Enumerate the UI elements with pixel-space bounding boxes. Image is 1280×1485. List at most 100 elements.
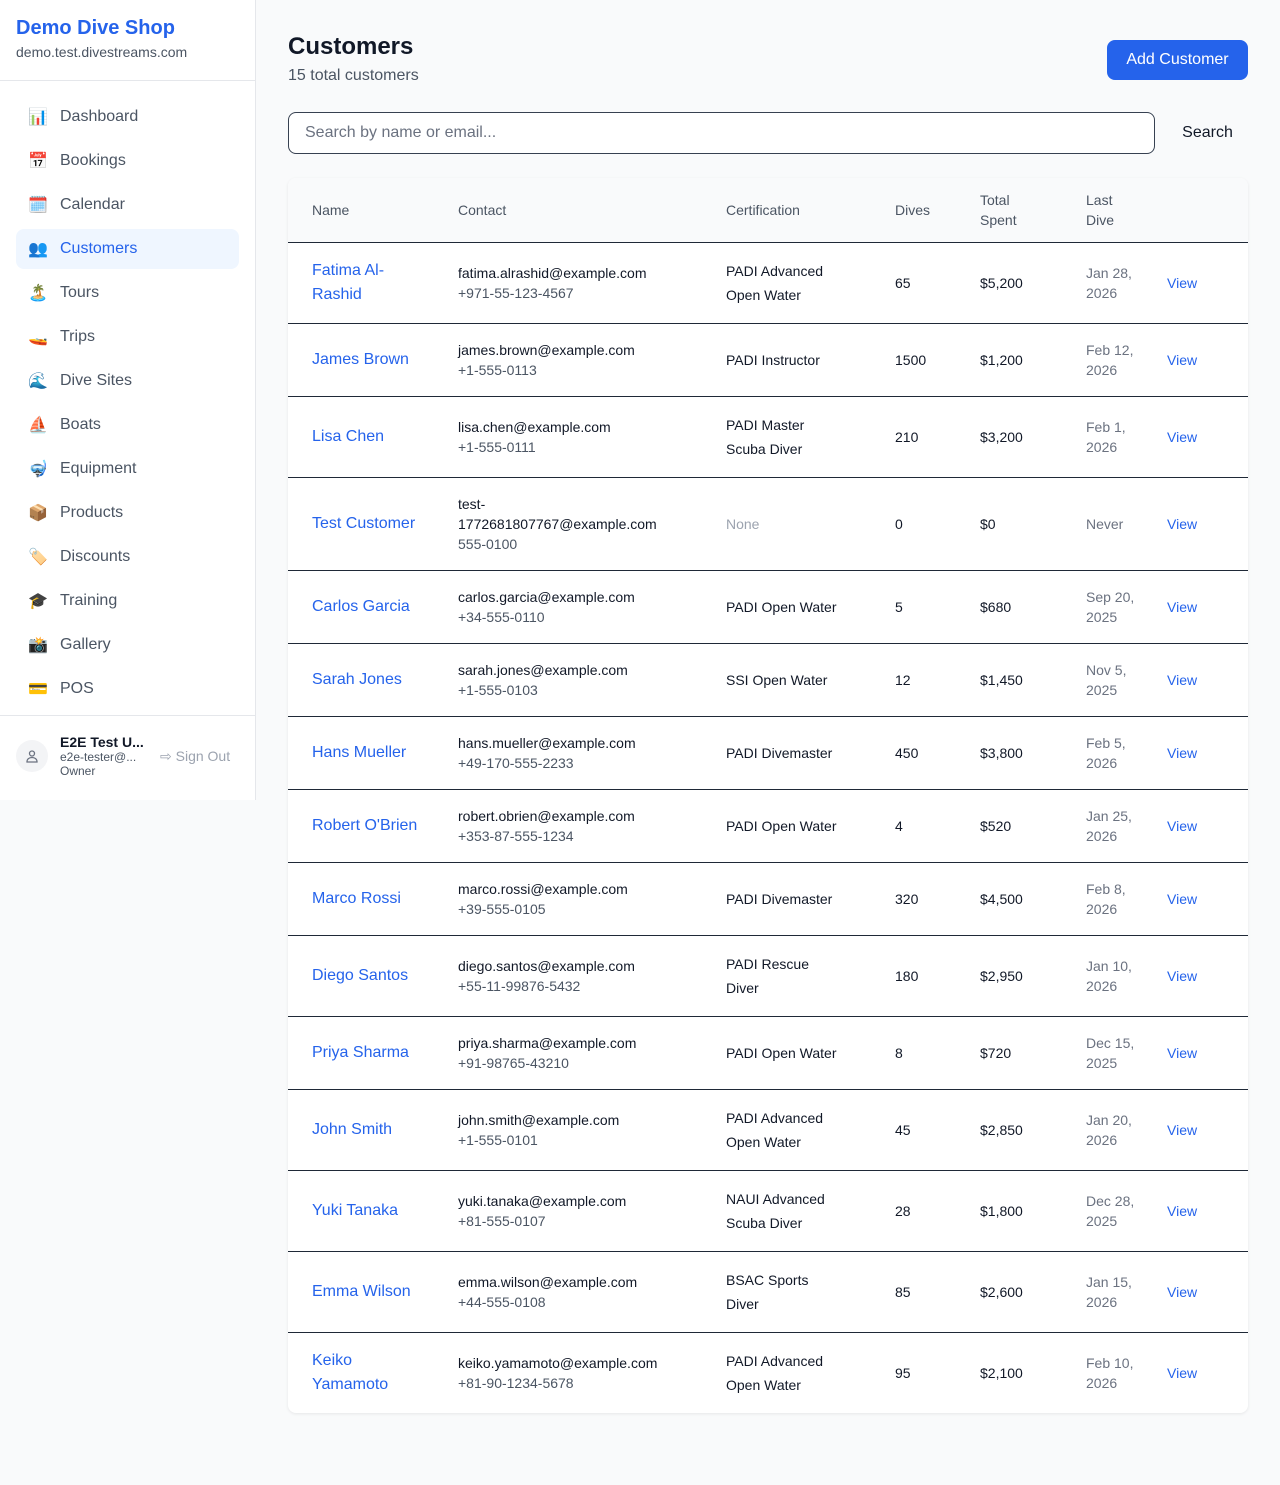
customer-phone: +353-87-555-1234 xyxy=(458,827,574,844)
search-input[interactable] xyxy=(288,112,1155,154)
customer-email: hans.mueller@example.com xyxy=(458,734,636,751)
sidebar-item-trips[interactable]: 🚤 Trips xyxy=(16,317,239,357)
customer-name-link[interactable]: Sarah Jones xyxy=(312,670,402,688)
customer-name-link[interactable]: Marco Rossi xyxy=(312,889,401,907)
sign-out-button[interactable]: ⇨ Sign Out xyxy=(160,748,230,765)
table-row: Fatima Al-Rashid fatima.alrashid@example… xyxy=(288,242,1248,324)
customer-name-link[interactable]: John Smith xyxy=(312,1120,393,1138)
sidebar-item-tours[interactable]: 🏝️ Tours xyxy=(16,273,239,313)
customer-phone: +1-555-0103 xyxy=(458,681,538,698)
sidebar-item-gallery[interactable]: 📸 Gallery xyxy=(16,625,239,665)
sidebar-item-training[interactable]: 🎓 Training xyxy=(16,581,239,621)
shop-domain: demo.test.divestreams.com xyxy=(16,44,188,60)
user-role: Owner xyxy=(60,764,96,778)
search-button[interactable]: Search xyxy=(1167,112,1248,154)
sidebar-item-label: Trips xyxy=(60,328,95,345)
view-customer-link[interactable]: View xyxy=(1167,716,1248,790)
dive-count: 95 xyxy=(895,1364,911,1381)
table-row: Yuki Tanaka yuki.tanaka@example.com +81-5… xyxy=(288,1170,1248,1252)
customer-name-link[interactable]: Lisa Chen xyxy=(312,427,385,445)
customer-name-link[interactable]: Fatima Al-Rashid xyxy=(312,261,385,303)
users-icon: 👥 xyxy=(28,241,48,258)
last-dive: Never xyxy=(1062,477,1167,571)
view-customer-link[interactable]: View xyxy=(1167,477,1248,571)
sign-out-label: Sign Out xyxy=(175,747,231,764)
sidebar-item-label: Calendar xyxy=(60,196,125,213)
view-customer-link[interactable]: View xyxy=(1167,1364,1198,1381)
total-spent: $0 xyxy=(956,477,1062,571)
last-dive: Feb 10, 2026 xyxy=(1086,1354,1134,1391)
certification: PADI Instructor xyxy=(702,323,871,397)
column-header-total: Total Spent xyxy=(956,178,1062,243)
table-row: Hans Mueller hans.mueller@example.com +49… xyxy=(288,716,1248,790)
sidebar-item-equipment[interactable]: 🤿 Equipment xyxy=(16,449,239,489)
dive-count: 85 xyxy=(871,1251,956,1333)
customer-name-link[interactable]: Diego Santos xyxy=(312,966,409,984)
customer-name-link[interactable]: Hans Mueller xyxy=(312,743,407,761)
sidebar-item-customers[interactable]: 👥 Customers xyxy=(16,229,239,269)
last-dive: Jan 20, 2026 xyxy=(1062,1089,1167,1171)
certification: PADI Open Water xyxy=(702,570,871,644)
dive-count: 0 xyxy=(871,477,956,571)
customer-count: 15 total customers xyxy=(288,67,419,84)
view-customer-link[interactable]: View xyxy=(1167,570,1248,644)
sidebar-item-label: Gallery xyxy=(60,636,111,653)
view-customer-link[interactable]: View xyxy=(1167,323,1248,397)
sidebar-item-label: Dive Sites xyxy=(60,372,133,389)
calendar-date-icon: 📅 xyxy=(28,153,48,170)
certification: BSAC Sports Diver xyxy=(702,1251,871,1333)
customers-table: Name Contact Certification Dives Total Spent… xyxy=(288,178,1248,1413)
sidebar-item-pos[interactable]: 💳 POS xyxy=(16,669,239,709)
view-customer-link[interactable]: View xyxy=(1167,935,1248,1017)
sidebar-item-label: Equipment xyxy=(60,460,137,477)
view-customer-link[interactable]: View xyxy=(1167,242,1248,324)
customer-phone: +81-555-0107 xyxy=(458,1212,546,1229)
last-dive: Dec 15, 2025 xyxy=(1062,1016,1167,1090)
sidebar-item-products[interactable]: 📦 Products xyxy=(16,493,239,533)
shop-name[interactable]: Demo Dive Shop xyxy=(16,17,175,39)
sidebar-item-boats[interactable]: ⛵ Boats xyxy=(16,405,239,445)
view-customer-link[interactable]: View xyxy=(1167,643,1248,717)
calendar-icon: 🗓️ xyxy=(28,197,48,214)
customer-email: test-1772681807767@example.com xyxy=(458,495,657,532)
view-customer-link[interactable]: View xyxy=(1167,396,1248,478)
customer-name-link[interactable]: Priya Sharma xyxy=(312,1043,409,1061)
customer-name-link[interactable]: Keiko Yamamoto xyxy=(312,1351,389,1393)
add-customer-button[interactable]: Add Customer xyxy=(1107,40,1248,80)
view-customer-link[interactable]: View xyxy=(1167,1089,1248,1171)
sidebar-item-label: Customers xyxy=(60,240,138,257)
column-header-contact: Contact xyxy=(434,178,702,243)
sidebar-item-calendar[interactable]: 🗓️ Calendar xyxy=(16,185,239,225)
diving-mask-icon: 🤿 xyxy=(28,461,48,478)
sidebar-item-label: Dashboard xyxy=(60,108,139,125)
view-customer-link[interactable]: View xyxy=(1167,1251,1248,1333)
package-icon: 📦 xyxy=(28,505,48,522)
dive-count: 12 xyxy=(871,643,956,717)
sidebar-item-discounts[interactable]: 🏷️ Discounts xyxy=(16,537,239,577)
view-customer-link[interactable]: View xyxy=(1167,789,1248,863)
customer-name-link[interactable]: James Brown xyxy=(312,350,409,368)
dive-count: 65 xyxy=(871,242,956,324)
view-customer-link[interactable]: View xyxy=(1167,862,1248,936)
total-spent: $1,200 xyxy=(956,323,1062,397)
customer-name-link[interactable]: Yuki Tanaka xyxy=(312,1201,398,1219)
sidebar-item-dive-sites[interactable]: 🌊 Dive Sites xyxy=(16,361,239,401)
view-customer-link[interactable]: View xyxy=(1167,1170,1248,1252)
user-name: E2E Test U... xyxy=(60,734,144,750)
total-spent: $2,850 xyxy=(956,1089,1062,1171)
last-dive: Jan 28, 2026 xyxy=(1062,242,1167,324)
sidebar-item-bookings[interactable]: 📅 Bookings xyxy=(16,141,239,181)
last-dive: Jan 10, 2026 xyxy=(1062,935,1167,1017)
dive-count: 1500 xyxy=(871,323,956,397)
sidebar-item-dashboard[interactable]: 📊 Dashboard xyxy=(16,97,239,137)
certification: None xyxy=(702,477,871,571)
customer-name-link[interactable]: Test Customer xyxy=(312,514,416,532)
certification: PADI Open Water xyxy=(702,789,871,863)
view-customer-link[interactable]: View xyxy=(1167,1016,1248,1090)
graduation-cap-icon: 🎓 xyxy=(28,593,48,610)
customer-name-link[interactable]: Emma Wilson xyxy=(312,1282,411,1300)
customer-email: priya.sharma@example.com xyxy=(458,1034,637,1051)
last-dive: Feb 1, 2026 xyxy=(1062,396,1167,478)
customer-name-link[interactable]: Carlos Garcia xyxy=(312,597,410,615)
customer-name-link[interactable]: Robert O'Brien xyxy=(312,816,418,834)
